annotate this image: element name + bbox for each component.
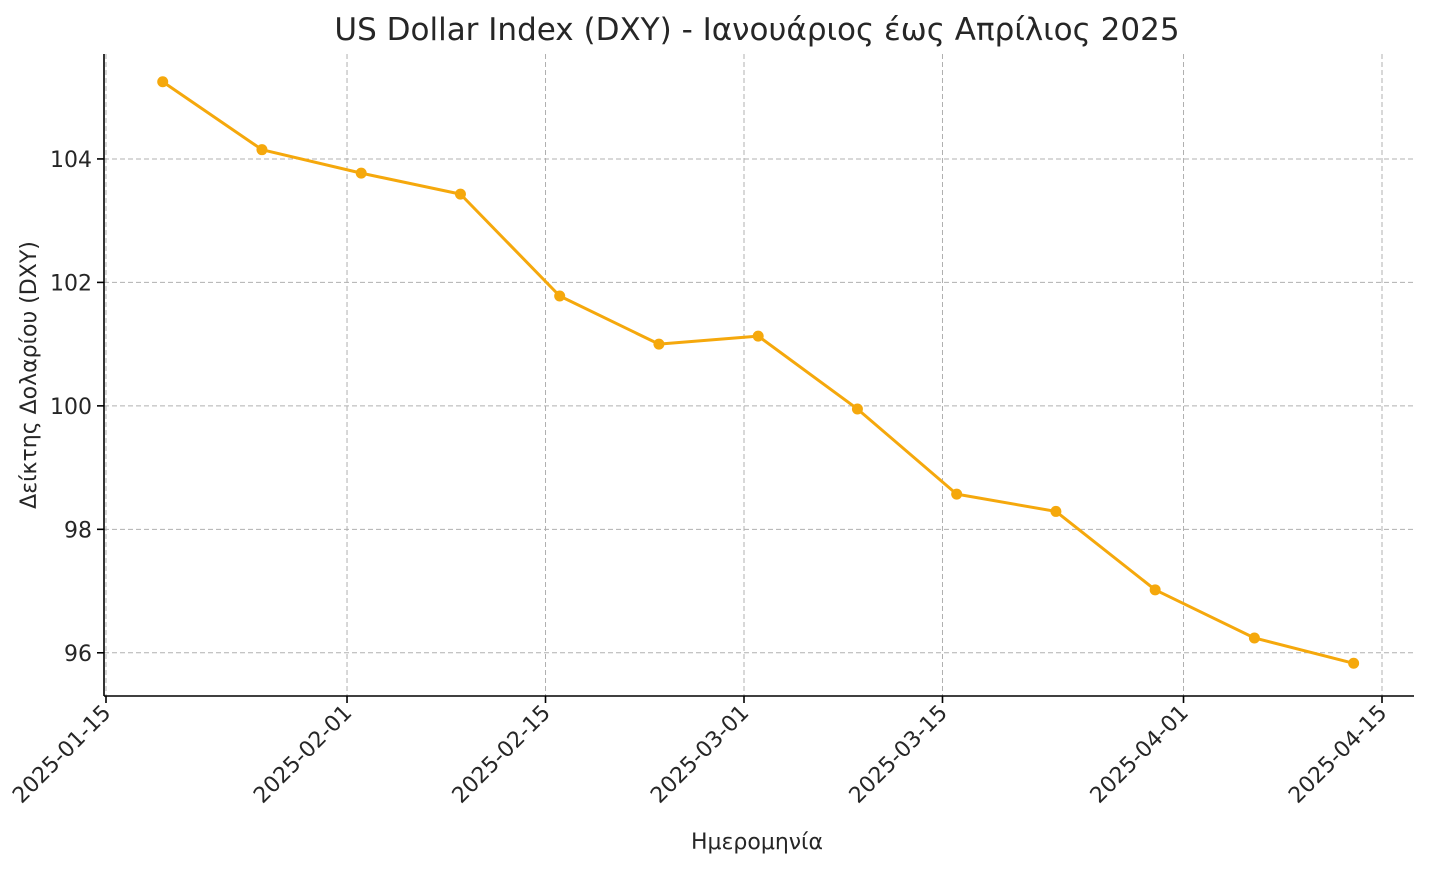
data-point (1149, 584, 1161, 596)
data-point (1050, 505, 1062, 517)
x-tick-label: 2025-02-15 (448, 701, 556, 809)
x-tick-label: 2025-04-15 (1284, 701, 1392, 809)
data-point (653, 338, 665, 350)
chart-title: US Dollar Index (DXY) - Ιανουάριος έως Α… (334, 12, 1179, 48)
data-point (454, 188, 466, 200)
axes: 2025-01-15 2025-02-01 2025-02-15 2025-03-01… (8, 54, 1414, 809)
data-point (951, 488, 963, 500)
y-tick-label: 100 (50, 395, 92, 420)
x-axis-label: Ημερομηνία (691, 830, 823, 855)
y-tick-label: 104 (50, 148, 92, 173)
data-point (554, 290, 566, 302)
y-tick-label: 96 (64, 642, 92, 667)
data-point (1248, 632, 1260, 644)
x-tick-label: 2025-03-15 (845, 701, 953, 809)
data-point (157, 76, 169, 88)
x-tick-label: 2025-04-01 (1086, 701, 1194, 809)
series-line (161, 80, 1356, 665)
x-tick-label: 2025-03-01 (646, 701, 754, 809)
data-point (851, 403, 863, 415)
y-tick-label: 98 (64, 518, 92, 543)
grid (104, 54, 1414, 696)
data-point (355, 167, 367, 179)
y-tick-label: 102 (50, 271, 92, 296)
data-point (752, 330, 764, 342)
data-point (1348, 657, 1360, 669)
data-point (256, 144, 268, 156)
series-layer (157, 76, 1360, 669)
x-tick-label: 2025-02-01 (249, 701, 357, 809)
x-tick-label: 2025-01-15 (8, 701, 116, 809)
y-axis-label: Δείκτης Δολαρίου (DXY) (17, 241, 42, 509)
